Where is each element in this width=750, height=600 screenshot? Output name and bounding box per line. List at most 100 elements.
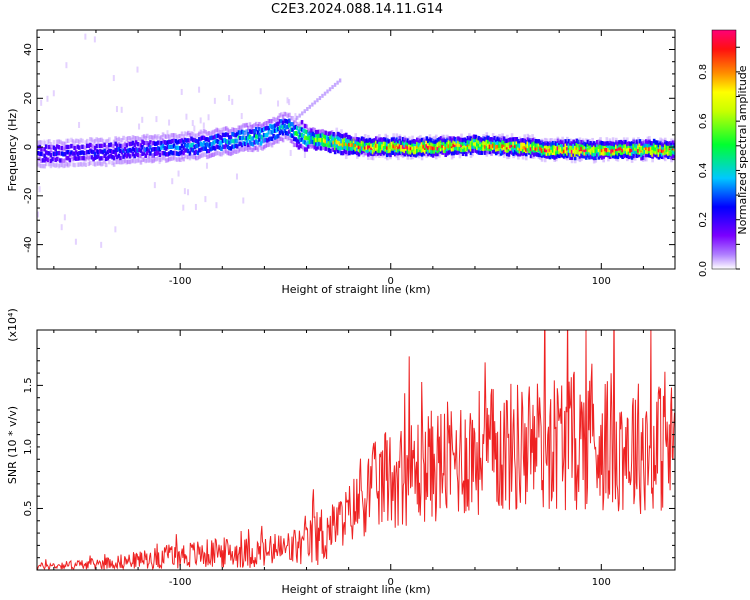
heatmap-cell: [314, 137, 318, 143]
heatmap-cell: [319, 137, 323, 143]
heatmap-cell: [95, 143, 99, 149]
heatmap-cell: [194, 144, 198, 149]
heatmap-cell: [442, 148, 446, 153]
heatmap-cell: [235, 149, 239, 154]
heatmap-cell: [545, 141, 549, 146]
heatmap-cell: [651, 152, 654, 157]
heatmap-cell: [349, 139, 353, 144]
heatmap-cell: [223, 132, 226, 138]
heatmap-cell: [277, 134, 280, 139]
heatmap-cell: [611, 153, 615, 159]
heatmap-cell: [547, 148, 550, 154]
heatmap-cell: [616, 151, 620, 156]
heatmap-cell: [324, 135, 328, 140]
heatmap-cell: [667, 151, 670, 156]
heatmap-cell: [114, 148, 117, 153]
heatmap-cell: [460, 140, 463, 145]
heatmap-cell: [153, 151, 157, 156]
heatmap-cell: [335, 147, 339, 152]
heatmap-cell: [416, 141, 419, 146]
heatmap-cell: [136, 148, 140, 153]
heatmap-cell: [430, 141, 433, 147]
heatmap-cell: [621, 154, 624, 160]
heatmap-cell: [175, 151, 179, 156]
heatmap-cell: [123, 158, 127, 163]
heatmap-cell: [232, 144, 236, 149]
heatmap-cell: [264, 132, 268, 138]
heatmap-cell: [472, 137, 476, 143]
heatmap-cell: [474, 142, 478, 147]
heatmap-cell: [494, 137, 498, 142]
heatmap-cell: [457, 138, 460, 144]
heatmap-cell: [648, 146, 651, 152]
heatmap-cell: [155, 151, 159, 156]
heatmap-cell: [267, 137, 271, 142]
heatmap-cell: [441, 150, 444, 155]
heatmap-cell: [243, 141, 247, 147]
heatmap-cell: [338, 149, 342, 155]
heatmap-cell: [308, 139, 312, 144]
heatmap-cell: [100, 162, 103, 167]
heatmap-x-axis: -100 0 100: [53, 30, 644, 287]
heatmap-cell: [509, 143, 512, 149]
heatmap-cell: [273, 117, 277, 123]
heatmap-cell: [570, 145, 574, 150]
heatmap-cell: [594, 151, 598, 156]
heatmap-cell: [545, 147, 549, 153]
heatmap-cell: [60, 224, 63, 231]
heatmap-cell: [78, 151, 81, 156]
heatmap-cell: [543, 147, 547, 153]
heatmap-cell: [134, 151, 138, 156]
heatmap-cell: [204, 146, 207, 152]
heatmap-cell: [611, 151, 615, 156]
heatmap-cell: [351, 150, 354, 155]
heatmap-cell: [115, 159, 119, 165]
heatmap-cell: [523, 134, 526, 139]
heatmap-cell: [597, 141, 601, 147]
heatmap-cell: [120, 106, 123, 113]
heatmap-cell: [240, 129, 244, 134]
heatmap-cell: [510, 137, 514, 142]
heatmap-cell: [362, 137, 365, 142]
heatmap-cell: [229, 139, 233, 144]
heatmap-cell: [436, 138, 440, 143]
heatmap-cell: [466, 149, 470, 154]
heatmap-cell: [523, 138, 526, 143]
heatmap-cell: [449, 145, 452, 151]
heatmap-cell: [567, 143, 571, 148]
heatmap-cell: [261, 135, 264, 140]
heatmap-cell: [529, 142, 533, 148]
heatmap-cell: [89, 154, 92, 160]
colorbar: [711, 29, 737, 270]
heatmap-cell: [392, 146, 395, 151]
heatmap-cell: [93, 155, 97, 160]
heatmap-cell: [234, 133, 238, 138]
heatmap-cell: [37, 150, 40, 156]
heatmap-cell: [537, 152, 541, 158]
heatmap-cell: [390, 140, 394, 146]
heatmap-cell: [354, 142, 358, 147]
heatmap-cell: [461, 138, 465, 143]
heatmap-cell: [474, 148, 478, 153]
heatmap-cell: [640, 156, 643, 161]
heatmap-cell: [392, 143, 395, 149]
heatmap-cell: [85, 155, 89, 160]
heatmap-cell: [630, 151, 634, 157]
heatmap-cell: [55, 162, 59, 167]
heatmap-cell: [573, 152, 577, 157]
heatmap-cell: [313, 137, 316, 143]
heatmap-cell: [177, 133, 181, 139]
heatmap-cell: [480, 137, 484, 143]
heatmap-cell: [591, 137, 594, 143]
heatmap-cell: [649, 153, 653, 158]
heatmap-cell: [498, 143, 501, 148]
heatmap-cell: [262, 127, 266, 132]
heatmap-cell: [344, 154, 348, 160]
heatmap-cell: [441, 145, 444, 151]
heatmap-cell: [485, 141, 489, 147]
heatmap-cell: [427, 138, 430, 144]
heatmap-cell: [464, 138, 468, 143]
heatmap-cell: [395, 150, 399, 155]
line-y-label: SNR (10 * v/v): [6, 406, 19, 484]
heatmap-cell: [654, 146, 658, 152]
